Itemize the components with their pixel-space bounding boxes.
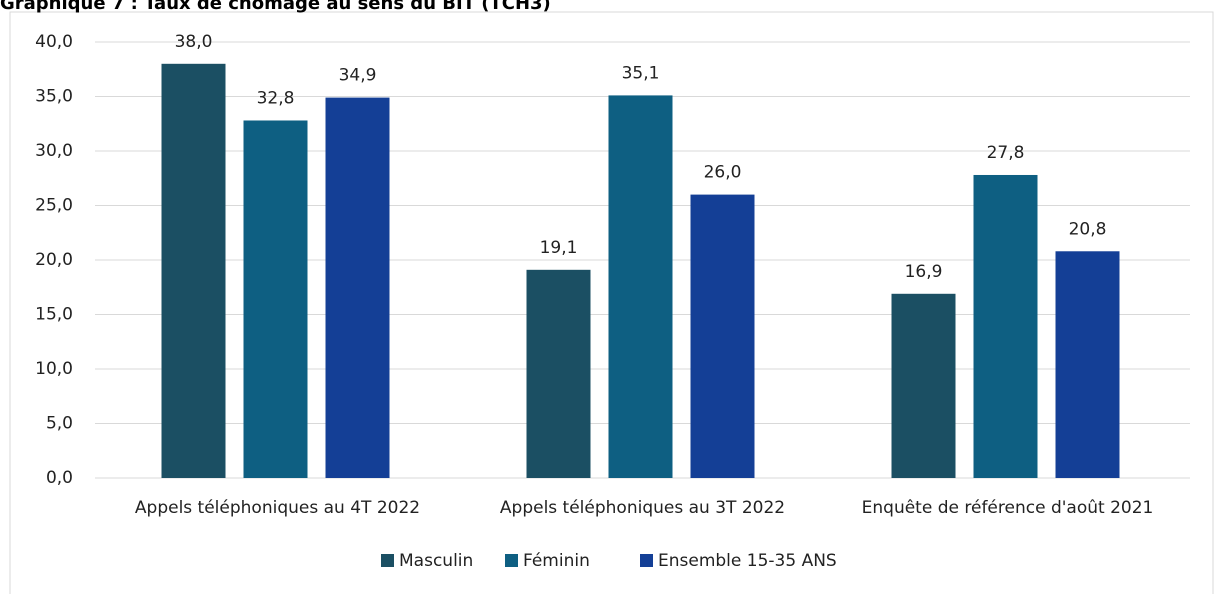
- legend-swatch: [381, 554, 394, 567]
- value-label: 35,1: [622, 63, 660, 83]
- value-label: 16,9: [905, 262, 943, 282]
- y-tick-label: 35,0: [35, 87, 73, 107]
- bar: [526, 269, 591, 478]
- value-label: 34,9: [339, 66, 377, 86]
- bar: [973, 174, 1038, 479]
- x-tick-label: Enquête de référence d'août 2021: [862, 498, 1154, 518]
- legend-swatch: [505, 554, 518, 567]
- legend-swatch: [640, 554, 653, 567]
- bar: [690, 194, 755, 478]
- y-tick-label: 15,0: [35, 305, 73, 325]
- y-tick-label: 30,0: [35, 141, 73, 161]
- bar: [1055, 251, 1120, 478]
- y-tick-label: 20,0: [35, 250, 73, 270]
- value-label: 19,1: [540, 238, 578, 258]
- bar: [325, 97, 390, 478]
- legend-label: Féminin: [523, 551, 590, 571]
- x-tick-label: Appels téléphoniques au 4T 2022: [135, 498, 420, 518]
- legend-label: Ensemble 15-35 ANS: [658, 551, 837, 571]
- y-tick-label: 25,0: [35, 196, 73, 216]
- chart-title: Graphique 7 : Taux de chômage au sens du…: [0, 0, 551, 14]
- y-tick-label: 5,0: [46, 414, 73, 434]
- value-label: 38,0: [175, 32, 213, 52]
- y-tick-label: 10,0: [35, 359, 73, 379]
- bar: [891, 293, 956, 478]
- chart-border: [9, 11, 1214, 594]
- legend-label: Masculin: [399, 551, 473, 571]
- value-label: 20,8: [1069, 219, 1107, 239]
- bar: [161, 63, 226, 479]
- x-tick-label: Appels téléphoniques au 3T 2022: [500, 498, 785, 518]
- value-label: 27,8: [987, 143, 1025, 163]
- bar: [243, 120, 308, 478]
- value-label: 26,0: [704, 163, 742, 183]
- value-label: 32,8: [257, 88, 295, 108]
- y-tick-label: 0,0: [46, 468, 73, 488]
- y-tick-label: 40,0: [35, 32, 73, 52]
- bar: [608, 95, 673, 478]
